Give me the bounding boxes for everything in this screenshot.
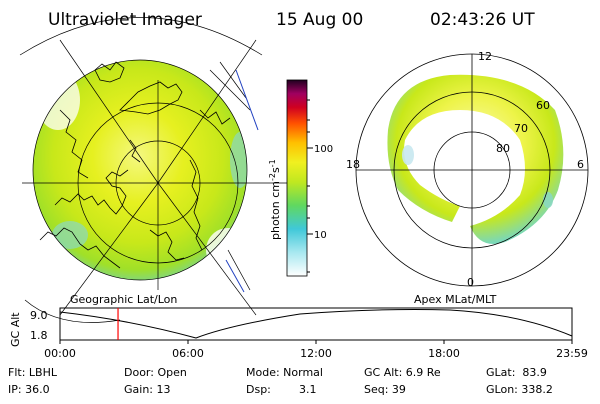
alt-plot-xtick-2359: 23:59 xyxy=(556,347,588,360)
polar-map-label: Apex MLat/MLT xyxy=(414,293,497,306)
polar-lat-60: 60 xyxy=(536,99,550,112)
alt-plot-xtick-0000: 00:00 xyxy=(44,347,76,360)
alt-plot-xtick-1800: 18:00 xyxy=(428,347,460,360)
alt-plot-curve xyxy=(59,309,573,339)
colorbar-unit-label: photon cm-2s-1 xyxy=(268,159,282,240)
geo-map-label: Geographic Lat/Lon xyxy=(70,293,177,306)
info-ip: IP: 36.0 xyxy=(8,383,50,396)
polar-aurora-oval xyxy=(387,74,564,244)
polar-map: 12 0 18 6 60 70 80 Apex MLat/MLT xyxy=(346,50,589,306)
info-dsp-value: 3.1 xyxy=(299,383,317,396)
polar-mlt-6: 6 xyxy=(577,158,584,171)
header-time: 02:43:26 UT xyxy=(430,10,535,30)
polar-lat-80: 80 xyxy=(496,142,510,155)
polar-grid xyxy=(355,53,589,287)
header-title: Ultraviolet Imager xyxy=(48,10,202,30)
header-date: 15 Aug 00 xyxy=(276,10,363,30)
geo-map: Geographic Lat/Lon xyxy=(19,17,300,323)
altitude-plot: GC Alt 9.0 1.8 00:00 06:00 12:00 18:00 2… xyxy=(9,307,588,360)
polar-mlt-18: 18 xyxy=(346,158,360,171)
colorbar: 100 10 photon cm-2s-1 xyxy=(268,79,333,277)
status-info: Flt: LBHL IP: 36.0 Door: Open Gain: 13 M… xyxy=(8,366,553,396)
polar-mlt-12: 12 xyxy=(478,50,492,63)
info-mode: Mode: Normal xyxy=(246,366,323,379)
polar-mlt-0: 0 xyxy=(467,276,474,289)
colorbar-unit-mid: s xyxy=(269,167,282,173)
info-glat: GLat: 83.9 xyxy=(486,366,547,379)
info-gcalt: GC Alt: 6.9 Re xyxy=(364,366,441,379)
geo-orbit-track xyxy=(225,69,259,293)
info-glon: GLon: 338.2 xyxy=(486,383,553,396)
colorbar-unit-base: photon cm xyxy=(269,181,282,240)
alt-plot-ylabel: GC Alt xyxy=(9,312,22,347)
geo-grid xyxy=(19,17,300,323)
colorbar-gradient xyxy=(286,79,308,277)
info-dsp-label: Dsp: xyxy=(246,383,271,396)
alt-plot-ytick-high: 9.0 xyxy=(30,309,48,322)
alt-plot-ytick-low: 1.8 xyxy=(30,329,48,342)
info-flt: Flt: LBHL xyxy=(8,366,58,379)
info-seq: Seq: 39 xyxy=(364,383,406,396)
geo-aurora-image xyxy=(33,60,247,280)
info-gain: Gain: 13 xyxy=(124,383,171,396)
alt-plot-xtick-1200: 12:00 xyxy=(300,347,332,360)
alt-plot-xtick-0600: 06:00 xyxy=(172,347,204,360)
colorbar-tick-10: 10 xyxy=(314,230,327,241)
info-door: Door: Open xyxy=(124,366,187,379)
colorbar-unit-exp1: -2 xyxy=(268,173,277,181)
polar-lat-70: 70 xyxy=(514,122,528,135)
colorbar-unit-exp2: -1 xyxy=(268,159,277,167)
colorbar-tick-100: 100 xyxy=(314,144,333,155)
